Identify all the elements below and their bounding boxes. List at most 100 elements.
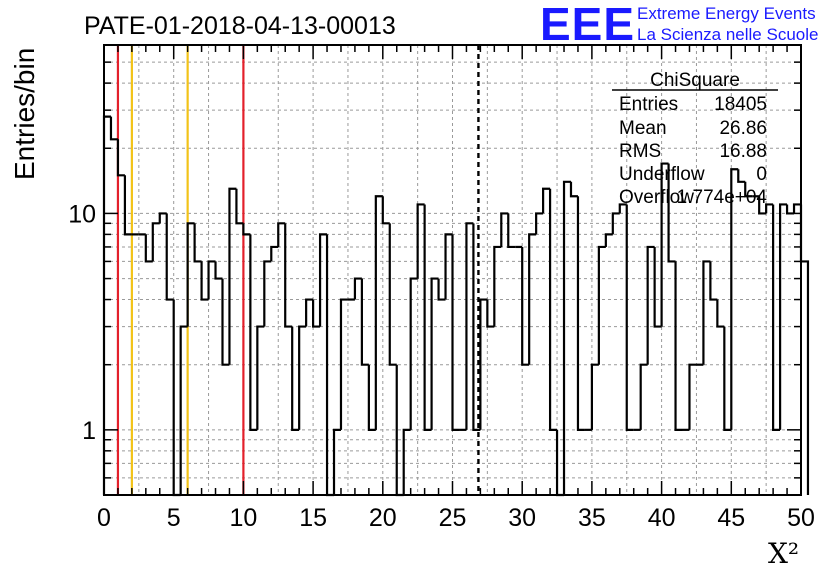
axis-ticks <box>103 45 802 495</box>
histogram-bin <box>792 203 801 214</box>
histogram-bin <box>778 203 788 430</box>
histogram-bin <box>569 181 578 198</box>
y-axis-label: Entries/bin <box>9 48 40 180</box>
histogram-bin <box>507 213 516 249</box>
histogram-bin <box>465 222 474 430</box>
histogram-bin <box>744 181 753 198</box>
histogram-bin <box>535 212 544 235</box>
histogram-bin <box>179 325 188 495</box>
histogram-bin <box>423 204 432 431</box>
histogram-bin <box>144 234 153 263</box>
histogram-bin <box>597 245 606 365</box>
chart-title: PATE-01-2018-04-13-00013 <box>84 12 396 40</box>
histogram-bin <box>339 298 348 430</box>
histogram-bin <box>437 278 446 301</box>
stats-entries-label: Entries <box>619 94 678 115</box>
x-axis-label: X² <box>768 537 799 570</box>
histogram-bin <box>263 260 272 327</box>
stats-mean-label: Mean <box>619 118 667 139</box>
histogram-bin <box>270 245 279 262</box>
x-tick-label: 15 <box>299 504 327 532</box>
stats-overflow-label: Overflow <box>619 187 694 208</box>
x-tick-label: 25 <box>439 504 467 532</box>
histogram-bin <box>298 325 307 430</box>
histogram-bin <box>493 245 502 327</box>
histogram-bin <box>193 223 202 263</box>
histogram-bin <box>402 428 411 495</box>
histogram-bin <box>409 277 418 430</box>
histogram-bin <box>702 260 711 365</box>
eee-logo-line2: La Scienza nelle Scuole <box>637 25 818 44</box>
histogram-bin <box>186 222 195 327</box>
stats-title: ChiSquare <box>650 70 740 91</box>
histogram-bin <box>374 195 383 430</box>
x-tick-label: 50 <box>787 504 815 532</box>
histogram-bin <box>758 196 767 215</box>
stats-rms-label: RMS <box>619 141 661 162</box>
x-tick-label: 45 <box>717 504 745 532</box>
histogram-bin <box>291 326 300 431</box>
histogram-bin <box>123 175 132 236</box>
histogram-bin <box>562 180 571 495</box>
histogram-bin <box>548 188 558 431</box>
histogram-bin <box>200 261 209 301</box>
histogram-bin <box>242 223 251 236</box>
histogram-bin <box>500 212 509 247</box>
eee-logo-line1: Extreme Energy Events <box>637 4 816 23</box>
histogram-bin <box>207 260 216 300</box>
histogram-bin <box>674 261 683 431</box>
histogram-bin <box>165 213 174 301</box>
histogram-bin <box>444 233 453 300</box>
stats-mean-value: 26.86 <box>719 118 767 139</box>
histogram-bin <box>521 246 530 366</box>
histogram-bin <box>109 116 118 141</box>
y-tick-label: 1 <box>82 417 96 445</box>
x-tick-label: 30 <box>508 504 536 532</box>
x-tick-label: 0 <box>97 504 111 532</box>
histogram-bin <box>611 212 620 235</box>
histogram-bin <box>653 246 662 328</box>
histogram-bin <box>430 277 439 430</box>
histogram-bin <box>472 223 481 431</box>
histogram-bin <box>646 245 655 365</box>
histogram-bin <box>332 428 341 495</box>
stats-rms-value: 16.88 <box>719 141 767 162</box>
y-tick-label: 10 <box>68 200 96 228</box>
histogram-bin <box>416 203 425 279</box>
histogram-bin <box>604 233 613 247</box>
histogram-bin <box>730 168 739 430</box>
stats-underflow-label: Underflow <box>619 164 705 185</box>
histogram-bin <box>765 203 774 214</box>
histogram-bin <box>709 261 718 301</box>
x-tick-label: 35 <box>578 504 606 532</box>
histogram-bin <box>367 364 376 431</box>
histogram-bin <box>158 212 167 224</box>
histogram-bin <box>479 298 488 430</box>
stats-underflow-value: 0 <box>756 164 767 185</box>
eee-logo-mark: EEE <box>540 0 635 50</box>
histogram-bin <box>235 188 244 225</box>
histogram-bin <box>639 363 648 430</box>
stats-box: ChiSquare Entries 18405 Mean 26.86 RMS 1… <box>612 70 778 208</box>
histogram-bin <box>277 222 286 247</box>
histogram-bin <box>256 325 265 430</box>
histogram-bin <box>451 234 460 431</box>
x-tick-label: 10 <box>229 504 257 532</box>
histogram-bin <box>228 187 237 365</box>
histogram-bin <box>305 298 314 327</box>
histogram-bin <box>688 363 697 430</box>
axis-tick-labels: 0 5 10 15 20 25 30 35 40 45 50 1 10 <box>68 200 815 532</box>
histogram-bin <box>542 187 551 214</box>
histogram-bin <box>360 278 369 366</box>
x-tick-label: 5 <box>167 504 181 532</box>
histogram-bin <box>151 222 160 262</box>
histogram-bin <box>576 196 585 431</box>
histogram-bin <box>486 299 495 328</box>
histogram-bin <box>116 139 125 177</box>
histogram-bin <box>249 234 258 431</box>
x-tick-label: 20 <box>369 504 397 532</box>
histogram-bin <box>618 203 627 214</box>
histogram-bin <box>312 299 321 328</box>
histogram-bin <box>625 204 634 431</box>
